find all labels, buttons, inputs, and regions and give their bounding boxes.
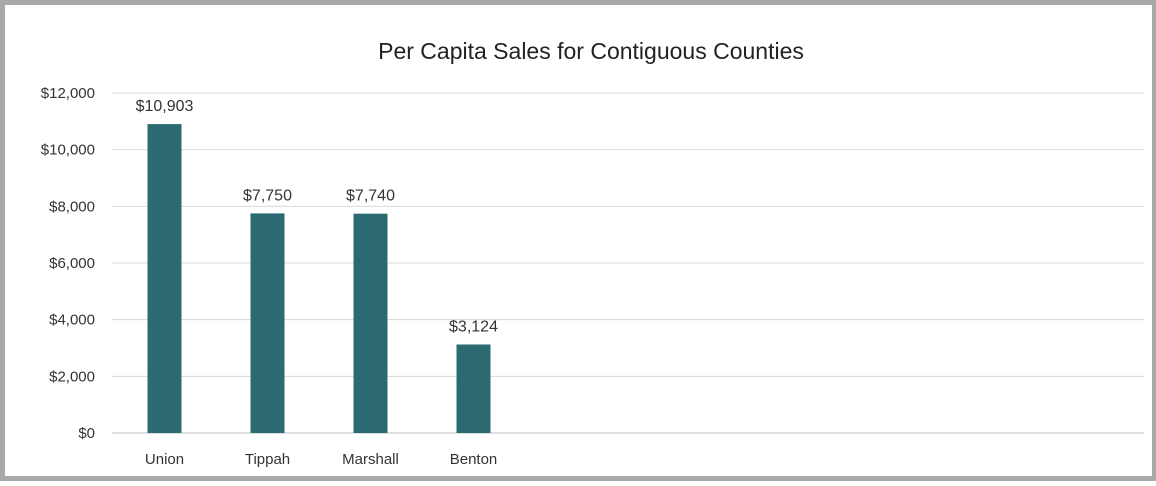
y-tick-label: $0	[78, 425, 95, 442]
category-label: Marshall	[342, 451, 399, 468]
category-label: Union	[145, 451, 184, 468]
y-axis-ticks: $0 $2,000 $4,000 $6,000 $8,000 $10,000 $12,000	[41, 85, 95, 442]
x-axis-categories: Union Tippah Marshall Benton	[145, 451, 497, 468]
category-label: Benton	[450, 451, 498, 468]
y-tick-label: $4,000	[49, 312, 95, 329]
category-label: Tippah	[245, 451, 290, 468]
bar	[353, 213, 388, 433]
bar	[250, 213, 285, 433]
bar	[147, 124, 182, 433]
y-tick-label: $6,000	[49, 255, 95, 272]
y-tick-label: $2,000	[49, 368, 95, 385]
y-tick-label: $10,000	[41, 142, 95, 159]
bar	[456, 344, 491, 433]
chart-title: Per Capita Sales for Contiguous Counties	[378, 38, 804, 64]
data-labels: $10,903 $7,750 $7,740 $3,124	[136, 98, 498, 335]
data-label: $10,903	[136, 98, 194, 115]
data-label: $7,750	[243, 187, 292, 204]
y-tick-label: $8,000	[49, 198, 95, 215]
bars	[147, 124, 491, 433]
data-label: $7,740	[346, 188, 395, 205]
y-tick-label: $12,000	[41, 85, 95, 102]
bar-chart: Per Capita Sales for Contiguous Counties…	[41, 38, 1144, 468]
data-label: $3,124	[449, 318, 498, 335]
